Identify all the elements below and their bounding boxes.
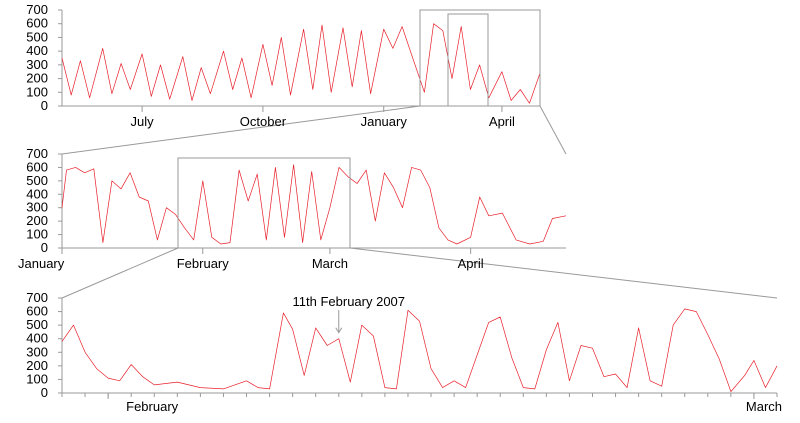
- zoom-connector-line: [349, 247, 778, 299]
- y-tick-label: 200: [26, 213, 48, 228]
- y-tick-label: 500: [26, 317, 48, 332]
- y-tick-label: 300: [26, 344, 48, 359]
- y-tick-label: 700: [26, 2, 48, 17]
- medium-zoom-rect: [177, 157, 351, 249]
- y-tick-label: 400: [26, 331, 48, 346]
- zoom-connector-line: [539, 105, 567, 155]
- medium-series-line: [61, 164, 567, 245]
- x-tick-label: February: [126, 399, 179, 414]
- y-tick-label: 400: [26, 186, 48, 201]
- x-tick-label: February: [177, 256, 230, 271]
- zoom-connector-line: [61, 247, 179, 299]
- annotation-arrow: [335, 310, 343, 334]
- x-tick-label: March: [746, 399, 782, 414]
- y-tick-label: 300: [26, 200, 48, 215]
- overview-x-ticks: July October January April: [131, 106, 515, 129]
- y-tick-label: 200: [26, 71, 48, 86]
- y-tick-label: 600: [26, 159, 48, 174]
- y-tick-label: 700: [26, 146, 48, 161]
- x-tick-label: March: [312, 256, 348, 271]
- y-tick-label: 700: [26, 290, 48, 305]
- zoom-connector-line: [61, 105, 421, 155]
- y-tick-label: 600: [26, 304, 48, 319]
- y-tick-label: 500: [26, 29, 48, 44]
- y-tick-label: 600: [26, 16, 48, 31]
- y-tick-label: 0: [41, 385, 48, 400]
- y-tick-label: 100: [26, 371, 48, 386]
- x-tick-label: July: [131, 114, 155, 129]
- y-tick-label: 0: [41, 98, 48, 113]
- detail-x-ticks: February March: [61, 393, 782, 414]
- y-tick-label: 100: [26, 84, 48, 99]
- x-tick-label: April: [489, 114, 515, 129]
- x-tick-label: January: [361, 114, 408, 129]
- annotation-label: 11th February 2007: [293, 294, 406, 309]
- medium-x-ticks: January February March April: [18, 248, 484, 271]
- y-tick-label: 200: [26, 358, 48, 373]
- zoom-connectors: [61, 105, 778, 299]
- detail-series-line: [61, 308, 778, 392]
- overview-inner-zoom-rect: [447, 13, 489, 107]
- y-tick-label: 400: [26, 43, 48, 58]
- y-tick-label: 500: [26, 173, 48, 188]
- x-tick-label: April: [458, 256, 484, 271]
- x-tick-label: January: [18, 256, 65, 271]
- overview-series-line: [61, 23, 541, 104]
- x-tick-label: October: [240, 114, 287, 129]
- y-tick-label: 300: [26, 57, 48, 72]
- y-tick-label: 0: [41, 240, 48, 255]
- y-tick-label: 100: [26, 227, 48, 242]
